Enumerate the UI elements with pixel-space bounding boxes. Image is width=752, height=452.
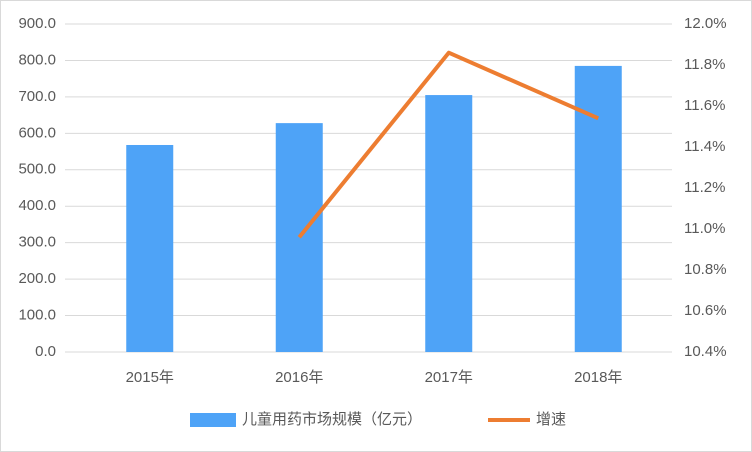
bar <box>126 144 174 352</box>
y-tick-label: 800.0 <box>18 51 56 68</box>
y-tick-label: 300.0 <box>18 234 56 251</box>
y2-tick-label: 12.0% <box>684 15 727 32</box>
y-tick-label: 500.0 <box>18 161 56 178</box>
legend-label: 儿童用药市场规模（亿元） <box>242 410 422 428</box>
y2-tick-label: 11.4% <box>684 138 725 155</box>
x-tick-label: 2015年 <box>126 369 174 386</box>
bar <box>574 65 622 353</box>
bar <box>275 123 323 352</box>
y2-tick-label: 10.4% <box>684 343 727 360</box>
y-tick-label: 900.0 <box>18 15 56 32</box>
y2-tick-label: 11.6% <box>684 97 725 114</box>
legend-label: 增速 <box>536 411 566 428</box>
y2-tick-label: 11.8% <box>684 56 725 73</box>
y-tick-label: 100.0 <box>18 307 56 324</box>
line <box>297 50 600 239</box>
y-tick-label: 700.0 <box>18 88 56 105</box>
y2-tick-label: 10.6% <box>684 302 727 319</box>
y-tick-label: 400.0 <box>18 197 56 214</box>
y-tick-label: 0.0 <box>35 343 56 360</box>
y-tick-label: 200.0 <box>18 270 56 287</box>
x-tick-label: 2016年 <box>275 369 323 386</box>
bar <box>425 95 473 353</box>
y2-tick-label: 11.0% <box>684 220 725 237</box>
y2-tick-label: 10.8% <box>684 261 727 278</box>
legend-swatch <box>190 413 236 427</box>
y-tick-label: 600.0 <box>18 124 56 141</box>
x-tick-label: 2017年 <box>425 369 473 386</box>
x-tick-label: 2018年 <box>574 369 622 386</box>
y2-tick-label: 11.2% <box>684 179 725 196</box>
